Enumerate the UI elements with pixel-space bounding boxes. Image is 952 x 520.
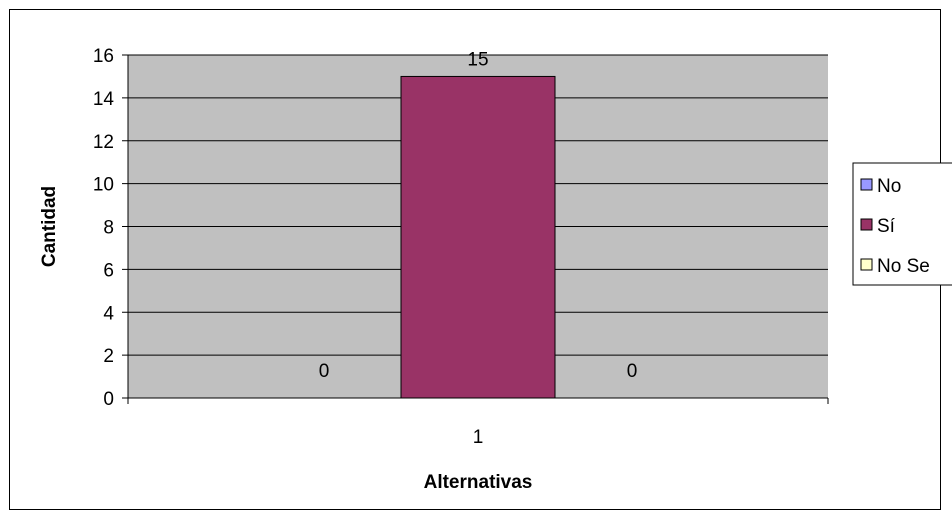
x-tick-labels: 1 [473, 427, 484, 448]
bar [400, 75, 556, 399]
y-axis-title: Cantidad [39, 186, 60, 267]
y-tick-label: 12 [93, 132, 114, 153]
y-tick-label: 16 [93, 46, 114, 67]
data-label: 0 [627, 361, 638, 382]
legend-label: No [877, 176, 901, 197]
y-tick-label: 8 [103, 218, 114, 239]
legend: No Sí No Se [852, 162, 952, 286]
y-tick-labels: 0 2 4 6 8 10 12 14 16 [93, 46, 115, 410]
y-tick-label: 4 [103, 303, 114, 324]
y-tick-label: 6 [103, 260, 114, 281]
axes [122, 54, 829, 404]
legend-swatch [860, 218, 873, 231]
legend-swatch [860, 178, 873, 191]
legend-swatch [860, 258, 873, 271]
y-tick-label: 0 [103, 389, 114, 410]
y-tick-label: 2 [103, 346, 114, 367]
data-label: 15 [467, 49, 488, 70]
legend-label: Sí [877, 216, 896, 237]
legend-label: No Se [877, 256, 930, 277]
x-axis-title: Alternativas [424, 472, 533, 493]
y-tick-label: 14 [93, 89, 115, 110]
data-label: 0 [319, 361, 330, 382]
legend-items: No Sí No Se [860, 176, 930, 277]
bars [400, 75, 556, 399]
data-labels: 0 15 0 [319, 49, 638, 382]
x-tick-label: 1 [473, 427, 484, 448]
y-tick-label: 10 [93, 175, 114, 196]
